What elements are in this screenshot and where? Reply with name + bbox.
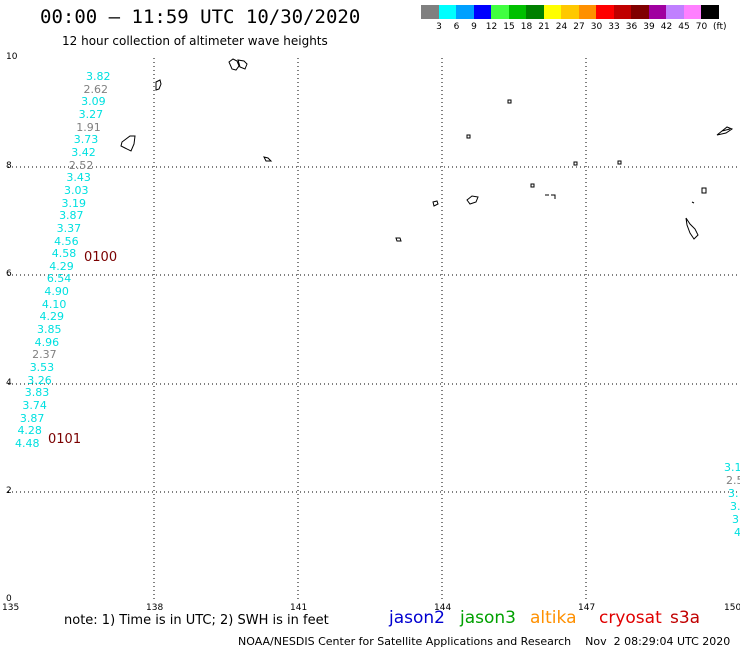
legend-swatch — [456, 5, 474, 19]
wave-height-value: 3.87 — [59, 209, 84, 223]
island-outlines — [120, 58, 734, 242]
footer-note: note: 1) Time is in UTC; 2) SWH is in fe… — [64, 613, 329, 628]
wave-height-value: 2.52 — [68, 158, 94, 172]
wave-height-value: 3.83 — [24, 386, 50, 400]
lat-tick-label: 6 — [6, 269, 12, 279]
wave-height-value: 3. — [728, 487, 739, 500]
wave-height-value: 6.54 — [46, 272, 72, 286]
page-subtitle: 12 hour collection of altimeter wave hei… — [62, 34, 328, 48]
legend-swatch — [666, 5, 684, 19]
legend-label: 21 — [538, 22, 550, 32]
wave-height-value: 3. — [730, 500, 740, 513]
wave-height-value: 3.82 — [86, 70, 111, 83]
legend-label: 36 — [625, 22, 638, 32]
lon-tick-label: 141 — [290, 603, 308, 613]
wave-height-value: 3.87 — [19, 411, 45, 425]
lat-tick-label: 4 — [6, 378, 12, 388]
lon-tick-label: 144 — [434, 603, 452, 613]
legend-swatch — [543, 5, 561, 19]
wave-height-value: 1.91 — [76, 120, 101, 134]
lat-tick-label: 0 — [6, 594, 12, 604]
legend-label: 45 — [678, 22, 690, 32]
legend-swatch — [508, 5, 526, 19]
legend-swatch — [438, 5, 456, 19]
wave-height-value: 4.29 — [39, 310, 64, 324]
satellite-name: jason2 — [389, 608, 445, 628]
legend-label: 24 — [555, 22, 568, 32]
wave-height-value: 4 — [734, 526, 740, 539]
legend-swatch — [683, 5, 701, 19]
wave-height-value: 4.29 — [49, 259, 74, 273]
satellite-name: cryosat — [599, 608, 662, 628]
legend-swatch — [701, 5, 719, 19]
satellite-name: altika — [530, 608, 577, 628]
time-label: 0100 — [84, 250, 118, 265]
wave-height-value: 4.90 — [44, 285, 69, 299]
legend-swatch — [648, 5, 666, 19]
lat-lon-grid — [8, 58, 738, 600]
wave-height-value: 4.10 — [41, 297, 67, 311]
lon-tick-label: 147 — [578, 603, 596, 613]
wave-height-value: 3.37 — [56, 221, 82, 235]
wave-height-value: 2.5 — [726, 474, 740, 487]
satellite-name: jason3 — [460, 608, 516, 628]
legend-label: 70 — [695, 22, 708, 32]
wave-height-value: 3.03 — [63, 183, 89, 197]
satellite-name: s3a — [670, 608, 701, 628]
legend-label: 6 — [453, 22, 460, 32]
wave-height-value: 4.96 — [34, 335, 60, 349]
wave-height-value: 3.85 — [37, 323, 62, 337]
wave-height-value: 3.26 — [27, 373, 52, 387]
legend-swatch — [561, 5, 579, 19]
legend-swatch — [578, 5, 596, 19]
wave-height-value: 3.19 — [61, 196, 87, 210]
legend-label: 33 — [608, 22, 620, 32]
page-title: 00:00 – 11:59 UTC 10/30/2020 — [40, 6, 361, 28]
wave-height-value: 3.74 — [22, 399, 47, 413]
credit-line: NOAA/NESDIS Center for Satellite Applica… — [238, 635, 731, 648]
legend-unit: (ft) — [713, 22, 727, 32]
legend-label: 3 — [436, 22, 442, 32]
legend-label: 42 — [660, 22, 673, 32]
wave-height-value: 2.37 — [32, 348, 57, 362]
legend-label: 30 — [590, 22, 603, 32]
legend-label: 18 — [520, 22, 533, 32]
legend-swatch — [631, 5, 649, 19]
legend-swatch — [526, 5, 544, 19]
wave-height-value: 3 — [732, 513, 739, 526]
legend-label: 9 — [471, 22, 477, 32]
lon-tick-label: 138 — [146, 603, 164, 613]
wave-height-value: 4.48 — [15, 437, 40, 450]
wave-height-value: 3.73 — [73, 133, 99, 147]
wave-height-value: 2.62 — [83, 82, 109, 96]
legend-label: 15 — [503, 22, 515, 32]
legend-label: 39 — [643, 22, 655, 32]
legend-label: 12 — [485, 22, 498, 32]
lon-tick-label: 135 — [2, 603, 20, 613]
legend-swatch — [473, 5, 491, 19]
lat-tick-label: 8 — [6, 161, 12, 171]
wave-height-value: 3.43 — [66, 171, 91, 185]
wave-height-value: 3.1 — [724, 461, 740, 474]
wave-height-value: 4.56 — [54, 234, 79, 248]
lon-tick-label: 150 — [724, 603, 740, 613]
lat-tick-label: 10 — [6, 52, 18, 62]
legend-swatch — [421, 5, 439, 19]
lat-tick-label: 2 — [6, 486, 12, 496]
legend-swatch — [491, 5, 509, 19]
wave-height-value: 3.42 — [71, 145, 96, 159]
wave-height-value: 4.58 — [51, 247, 77, 261]
wave-height-value: 4.28 — [17, 424, 42, 438]
legend-swatch — [613, 5, 631, 19]
wave-height-value: 3.09 — [81, 95, 106, 109]
legend-swatch — [596, 5, 614, 19]
time-label: 0101 — [48, 432, 82, 447]
wave-height-value: 3.27 — [78, 107, 104, 121]
legend-label: 27 — [573, 22, 585, 32]
wave-height-value: 3.53 — [29, 361, 55, 375]
